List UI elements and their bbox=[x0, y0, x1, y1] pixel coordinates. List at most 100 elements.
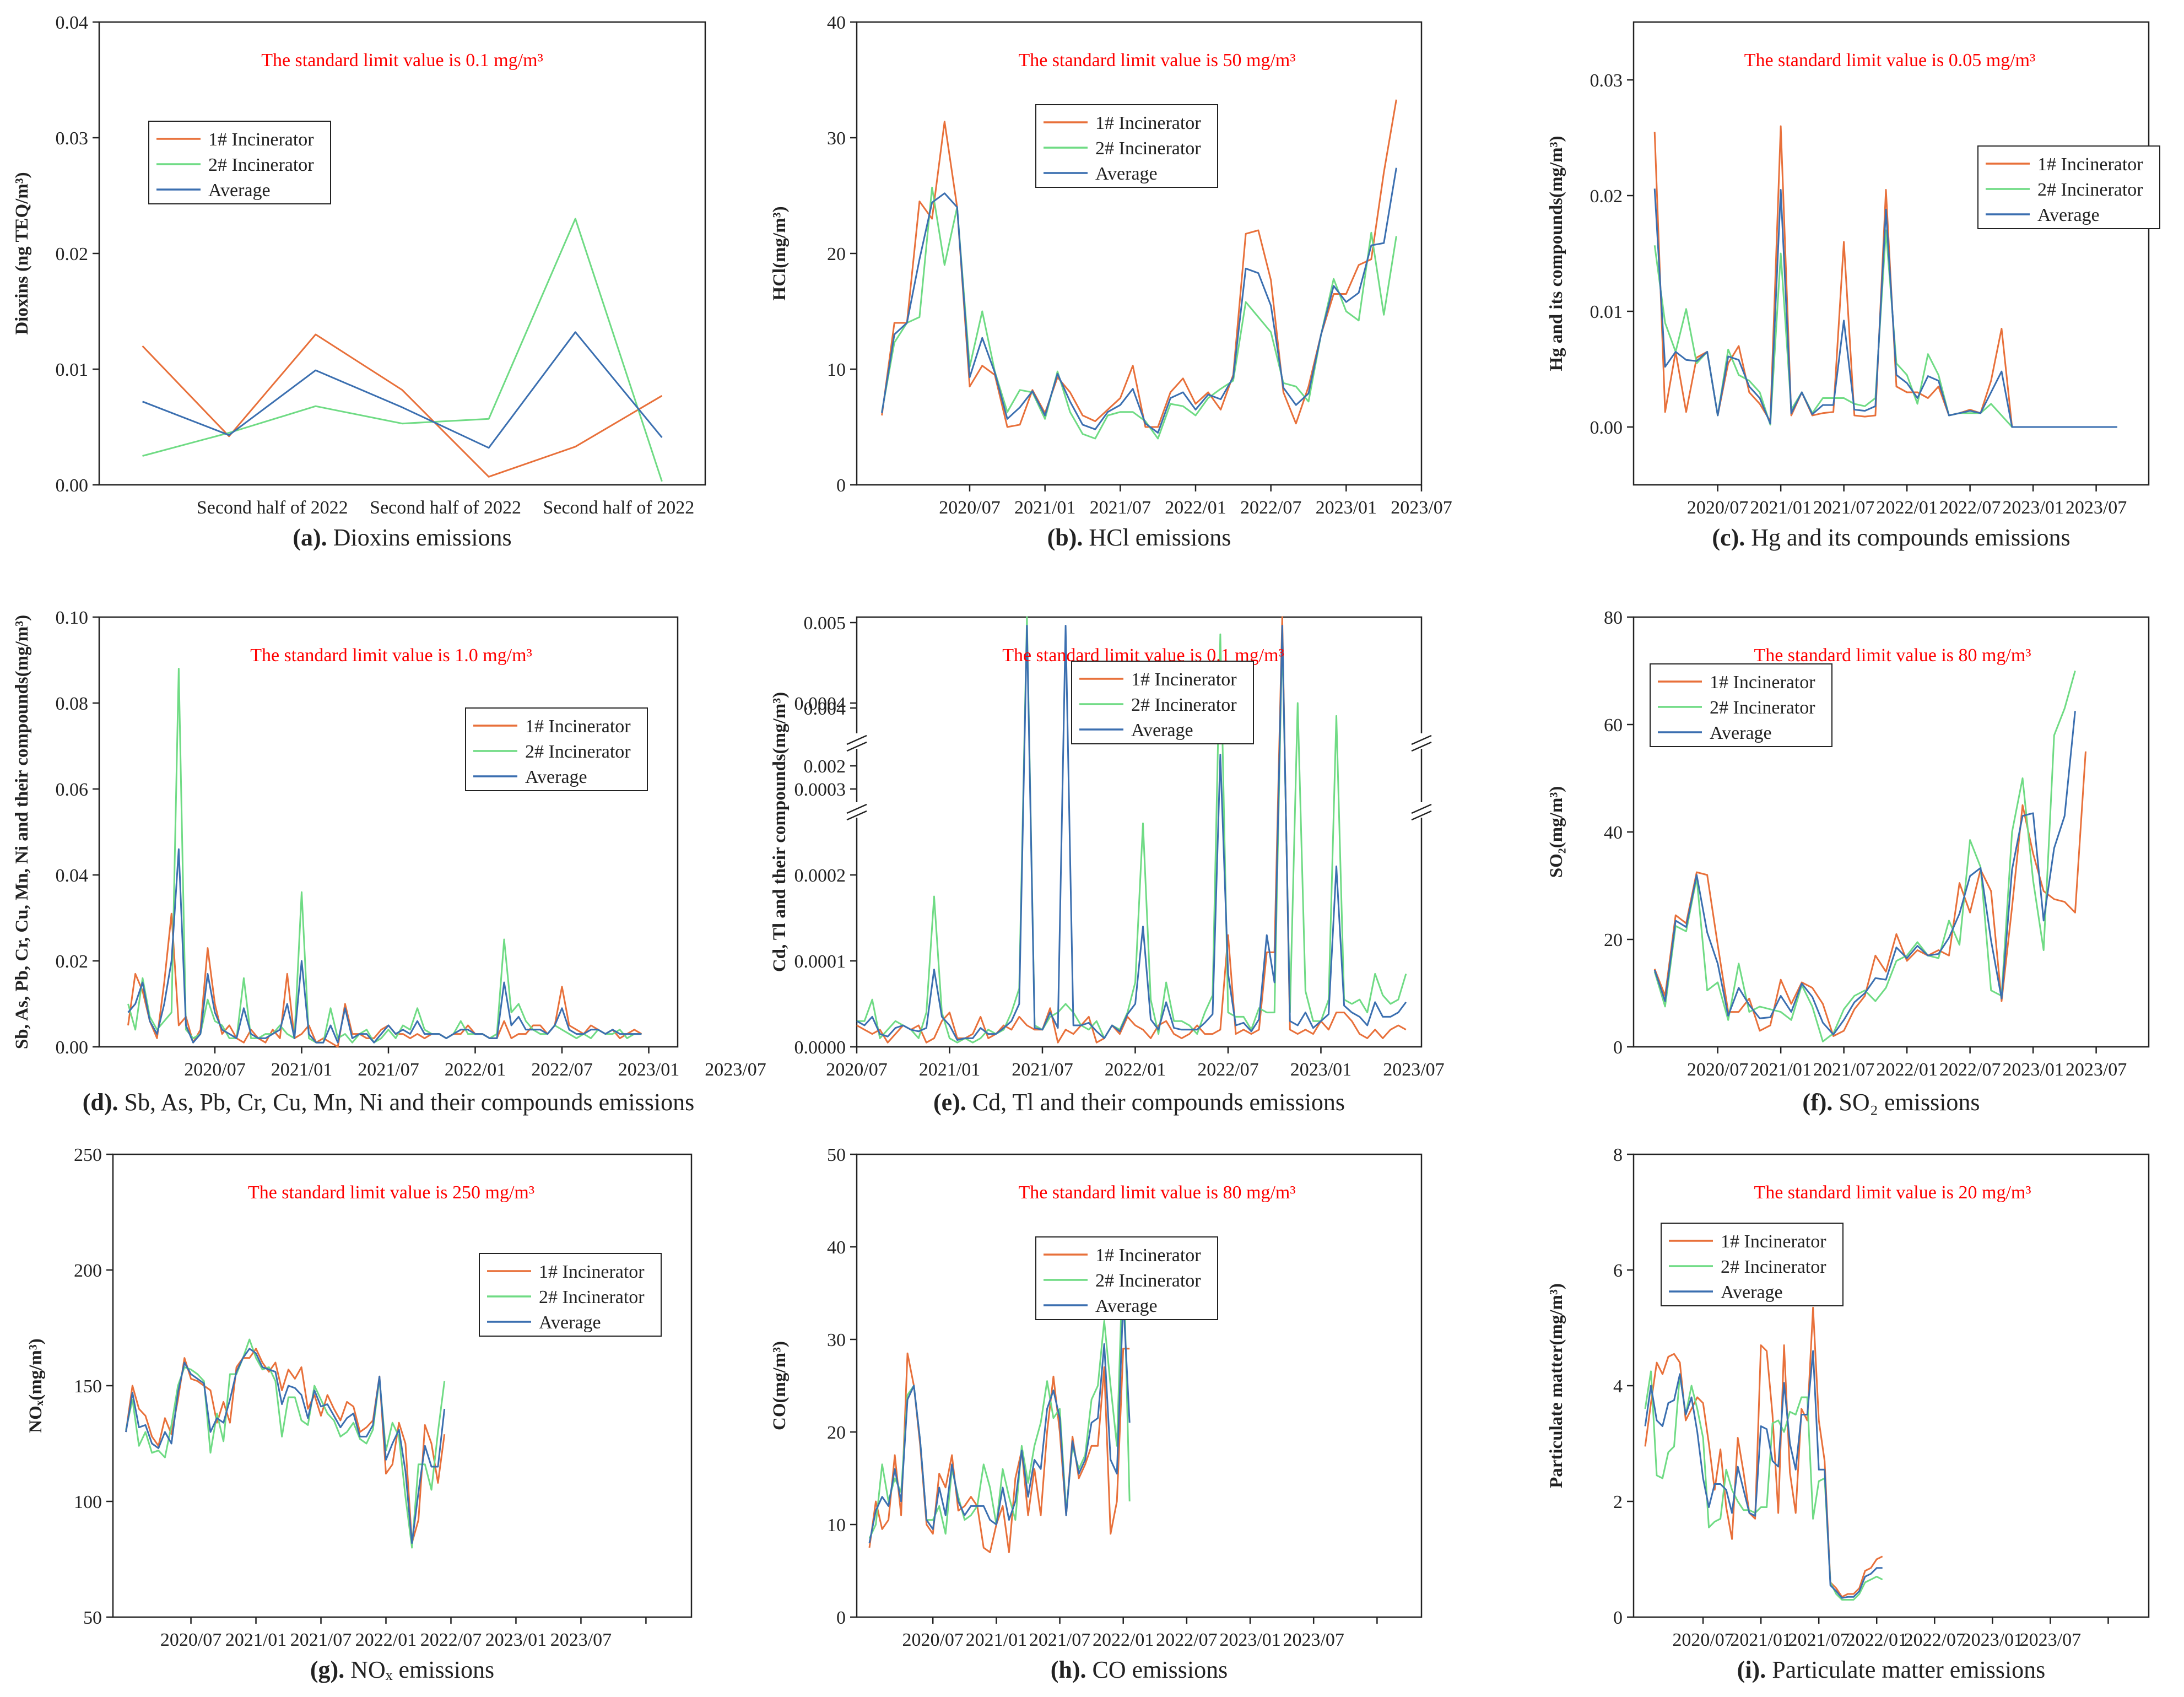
y-tick-label: 0.0002 bbox=[794, 866, 846, 886]
y-tick-label: 0.03 bbox=[56, 128, 89, 149]
legend-label: 1# Incinerator bbox=[1721, 1231, 1826, 1252]
panel-caption: (h). CO emissions bbox=[1051, 1656, 1228, 1683]
series-line-1-incinerator bbox=[868, 1348, 1130, 1553]
x-tick-label: 2023/01 bbox=[1290, 1060, 1352, 1080]
x-tick-label: 2021/07 bbox=[1813, 498, 1874, 518]
axis-break-mark bbox=[846, 741, 867, 752]
panel-caption-text: SO₂ emissions bbox=[1839, 1089, 1980, 1116]
series-line-2-incinerator bbox=[857, 616, 1407, 1044]
x-tick-label: 2023/01 bbox=[1316, 498, 1377, 518]
plot-frame bbox=[112, 1153, 693, 1618]
y-tick-label: 10 bbox=[827, 360, 846, 380]
x-tick-label: 2023/07 bbox=[1391, 498, 1452, 518]
y-axis-label: HCl(mg/m³) bbox=[770, 206, 790, 300]
y-tick-label: 0.02 bbox=[56, 244, 89, 264]
legend: 1# Incinerator 2# Incinerator Average bbox=[1661, 1223, 1844, 1306]
plot-frame bbox=[856, 616, 1423, 1048]
x-tick-label: 2020/07 bbox=[902, 1630, 963, 1650]
x-tick-label: 2022/01 bbox=[1093, 1630, 1154, 1650]
axis-break-mark bbox=[846, 810, 867, 821]
x-tick-label: 2022/07 bbox=[1939, 1060, 2001, 1080]
panel-caption-text: NOₓ emissions bbox=[350, 1656, 494, 1683]
y-tick-label: 150 bbox=[74, 1376, 102, 1397]
x-tick-label: 2023/07 bbox=[2020, 1630, 2081, 1650]
y-tick-label: 0.06 bbox=[56, 780, 89, 800]
legend-label: Average bbox=[2037, 205, 2100, 225]
axis-break-mark bbox=[846, 734, 867, 745]
legend-label: 1# Incinerator bbox=[1095, 113, 1201, 133]
panel-caption: (c). Hg and its compounds emissions bbox=[1712, 524, 2070, 551]
y-tick-label: 0.00 bbox=[56, 1037, 89, 1058]
y-tick-label: 0 bbox=[836, 1608, 846, 1628]
y-tick-label: 0 bbox=[1613, 1608, 1623, 1628]
x-tick-label: 2023/01 bbox=[1219, 1630, 1280, 1650]
x-tick-label: 2022/07 bbox=[1240, 498, 1301, 518]
panel-caption: (b). HCl emissions bbox=[1047, 524, 1231, 551]
x-tick-label: 2023/01 bbox=[485, 1630, 547, 1650]
limit-value-text: The standard limit value is 80 mg/m³ bbox=[1754, 645, 2031, 666]
x-tick-label: 2020/07 bbox=[160, 1630, 221, 1650]
panel-caption-text: HCl emissions bbox=[1089, 524, 1231, 551]
x-tick-label: 2023/07 bbox=[2066, 498, 2127, 518]
y-tick-label: 60 bbox=[1604, 715, 1623, 736]
axis-break-mark bbox=[1411, 803, 1432, 814]
y-axis-label: Sb, As, Pb, Cr, Cu, Mn, Ni and their com… bbox=[12, 615, 32, 1049]
y-tick-label-broken: 0.002 bbox=[804, 756, 846, 777]
y-tick-label: 30 bbox=[827, 1330, 846, 1350]
y-tick-label: 8 bbox=[1613, 1145, 1623, 1165]
series-line-1-incinerator bbox=[1644, 1306, 1883, 1598]
legend: 1# Incinerator 2# Incinerator Average bbox=[1650, 663, 1832, 747]
x-tick-label: 2021/01 bbox=[1014, 498, 1075, 518]
limit-value-text: The standard limit value is 250 mg/m³ bbox=[248, 1182, 534, 1203]
y-tick-label-broken: 0.004 bbox=[804, 699, 846, 719]
x-tick-label: 2023/01 bbox=[2002, 498, 2063, 518]
series-line-average bbox=[881, 167, 1397, 434]
y-tick-label: 2 bbox=[1613, 1492, 1623, 1512]
limit-value-text: The standard limit value is 80 mg/m³ bbox=[1018, 1182, 1295, 1203]
y-tick-label: 4 bbox=[1613, 1376, 1623, 1397]
limit-value-text: The standard limit value is 50 mg/m³ bbox=[1018, 50, 1295, 71]
series-line-average bbox=[125, 1348, 446, 1544]
x-tick-label: 2023/07 bbox=[1283, 1630, 1344, 1650]
x-tick-label: 2022/07 bbox=[1939, 498, 2001, 518]
panel-caption-text: Hg and its compounds emissions bbox=[1751, 524, 2070, 551]
x-tick-label: 2023/01 bbox=[2002, 1060, 2063, 1080]
series-line-2-incinerator bbox=[125, 1338, 446, 1549]
x-tick-label: 2021/01 bbox=[1750, 1060, 1811, 1080]
y-tick-label: 0.08 bbox=[56, 694, 89, 714]
series-line-2-incinerator bbox=[142, 218, 663, 482]
panel-caption: (d). Sb, As, Pb, Cr, Cu, Mn, Ni and thei… bbox=[83, 1089, 695, 1116]
x-tick-label: 2021/07 bbox=[1788, 1630, 1849, 1650]
x-category-label: Second half of 2022 bbox=[543, 498, 694, 518]
legend: 1# Incinerator 2# Incinerator Average bbox=[479, 1253, 662, 1337]
panel-label: (e). bbox=[933, 1089, 972, 1116]
legend-label: 1# Incinerator bbox=[525, 716, 631, 737]
plot-frame bbox=[856, 21, 1423, 486]
legend-label: 1# Incinerator bbox=[208, 129, 314, 150]
x-tick-label: 2022/01 bbox=[355, 1630, 417, 1650]
y-tick-label: 0 bbox=[836, 475, 846, 496]
series-line-average bbox=[142, 331, 663, 449]
legend: 1# Incinerator 2# Incinerator Average bbox=[465, 707, 648, 791]
series-line-2-incinerator bbox=[1644, 1370, 1883, 1601]
x-tick-label: 2023/07 bbox=[2066, 1060, 2127, 1080]
x-tick-label: 2021/01 bbox=[225, 1630, 286, 1650]
legend: 1# Incinerator 2# Incinerator Average bbox=[1035, 104, 1218, 188]
legend-label: 1# Incinerator bbox=[539, 1262, 645, 1282]
legend-label: Average bbox=[1095, 164, 1158, 184]
x-tick-label: 2020/07 bbox=[826, 1060, 887, 1080]
legend-label: 2# Incinerator bbox=[525, 742, 631, 762]
plot-frame bbox=[98, 21, 706, 486]
legend-label: 2# Incinerator bbox=[1095, 138, 1201, 159]
panel-caption: (g). NOₓ emissions bbox=[310, 1656, 494, 1683]
y-tick-label: 50 bbox=[827, 1145, 846, 1165]
y-axis-label: SO₂(mg/m³) bbox=[1547, 786, 1566, 878]
series-line-average bbox=[856, 625, 1407, 1041]
panel-caption-text: Dioxins emissions bbox=[333, 524, 512, 551]
y-axis-label: Hg and its compounds(mg/m³) bbox=[1547, 136, 1566, 371]
series-line-1-incinerator bbox=[1653, 751, 2086, 1037]
series-line-1-incinerator bbox=[127, 912, 642, 1048]
